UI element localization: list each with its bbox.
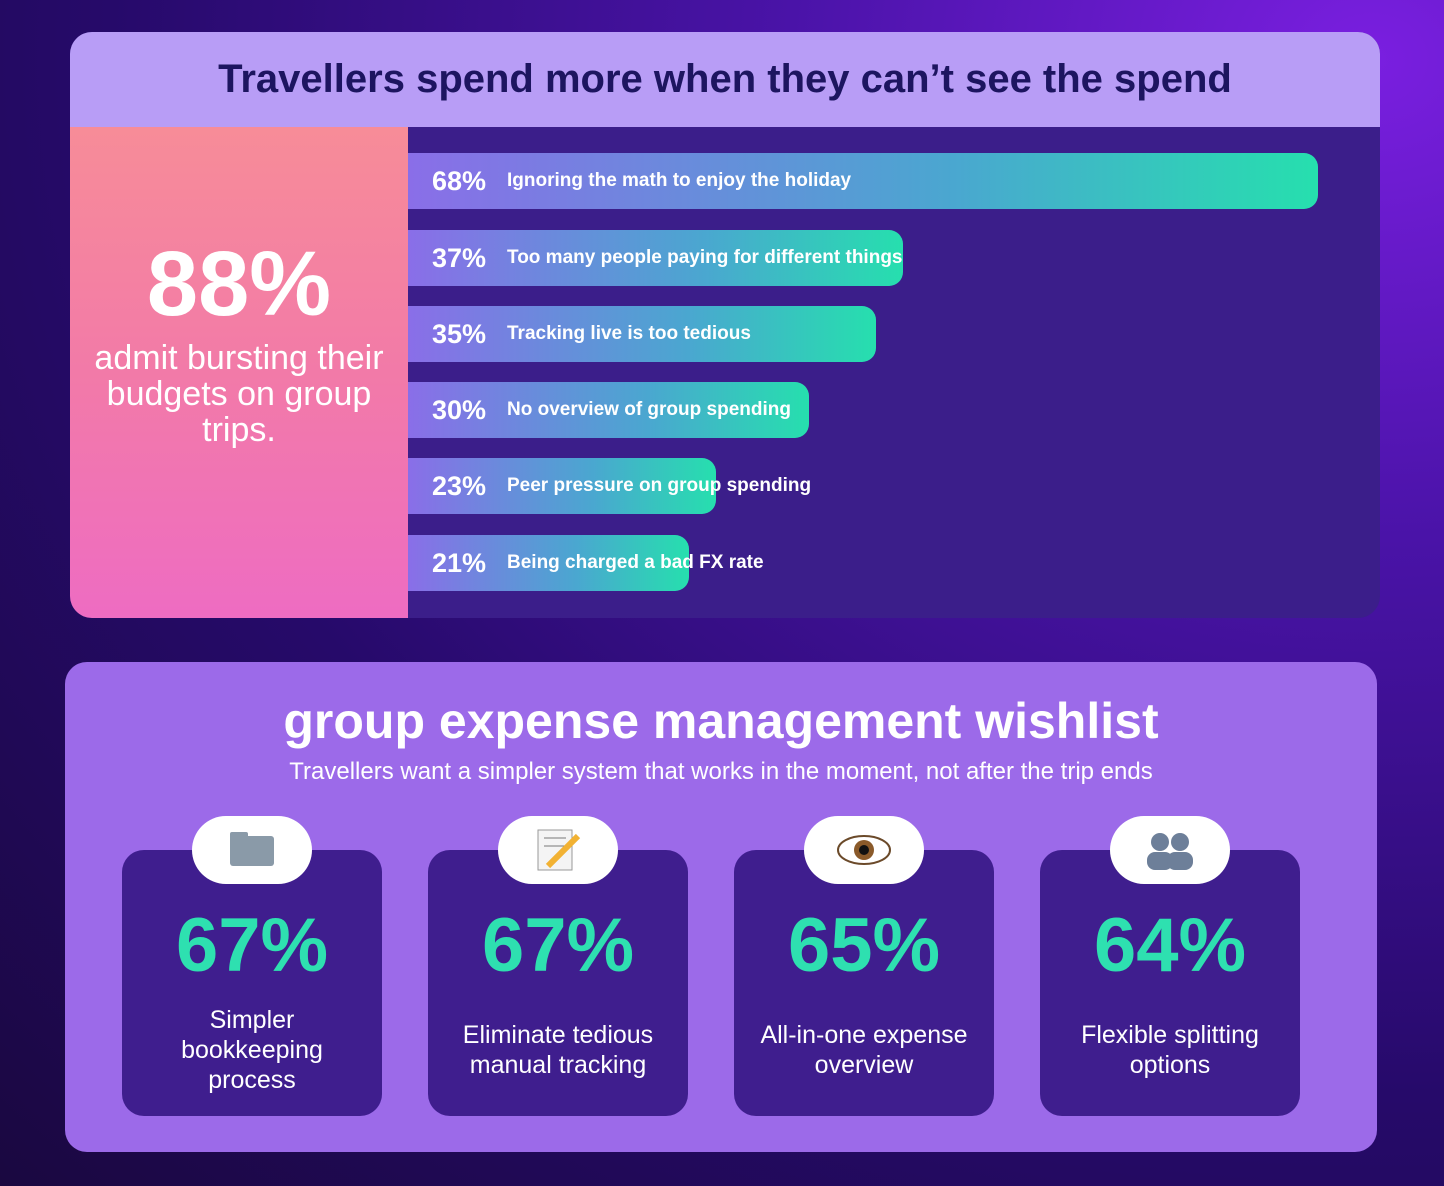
item-value: 65% bbox=[787, 903, 941, 988]
card-title: Travellers spend more when they can’t se… bbox=[70, 32, 1380, 127]
bar bbox=[408, 306, 877, 362]
item-label: Eliminate tedious manual tracking bbox=[462, 1021, 654, 1079]
bar bbox=[408, 458, 716, 514]
wishlist-title: group expense management wishlist bbox=[283, 693, 1159, 749]
wishlist-item: 64% Flexible splitting options bbox=[1040, 816, 1300, 1116]
value-label: 23% bbox=[432, 470, 487, 501]
icon-badge bbox=[1110, 816, 1230, 884]
icon-badge bbox=[192, 816, 312, 884]
value-label: 68% bbox=[432, 165, 487, 196]
bar bbox=[408, 535, 690, 591]
bar bbox=[408, 230, 904, 286]
headline-value: 88% bbox=[146, 232, 332, 335]
value-label: 30% bbox=[432, 394, 487, 425]
headline-text: admit bursting their budgets on group tr… bbox=[94, 338, 384, 449]
category-label: Too many people paying for different thi… bbox=[507, 247, 903, 268]
survey-card: Travellers spend more when they can’t se… bbox=[70, 32, 1380, 618]
item-label: Flexible splitting options bbox=[1081, 1021, 1259, 1079]
icon-badge bbox=[498, 816, 618, 884]
wishlist-card: group expense management wishlist Travel… bbox=[65, 662, 1377, 1152]
item-value: 67% bbox=[481, 903, 635, 988]
headline-panel: 88% admit bursting their budgets on grou… bbox=[70, 127, 408, 618]
category-label: Peer pressure on group spending bbox=[507, 475, 812, 496]
bar bbox=[408, 382, 810, 438]
value-label: 21% bbox=[432, 547, 487, 578]
wishlist-item: 67% Eliminate tedious manual tracking bbox=[428, 816, 688, 1116]
icon-badge bbox=[804, 816, 924, 884]
wishlist-item: 67% Simpler bookkeeping process bbox=[122, 816, 382, 1116]
icon bbox=[1147, 833, 1193, 870]
icon bbox=[537, 829, 581, 871]
category-label: Ignoring the math to enjoy the holiday bbox=[507, 170, 852, 191]
item-label: All-in-one expense overview bbox=[760, 1021, 968, 1079]
category-label: No overview of group spending bbox=[507, 399, 791, 420]
icon bbox=[230, 832, 274, 866]
wishlist-item: 65% All-in-one expense overview bbox=[734, 816, 994, 1116]
item-value: 67% bbox=[175, 903, 329, 988]
item-label: Simpler bookkeeping process bbox=[181, 1006, 323, 1094]
icon bbox=[837, 835, 891, 865]
bar bbox=[408, 153, 1318, 209]
category-label: Being charged a bad FX rate bbox=[507, 552, 764, 573]
value-label: 37% bbox=[432, 242, 487, 273]
wishlist-subtitle: Travellers want a simpler system that wo… bbox=[289, 758, 1153, 785]
item-value: 64% bbox=[1093, 903, 1247, 988]
category-label: Tracking live is too tedious bbox=[507, 323, 751, 344]
value-label: 35% bbox=[432, 318, 487, 349]
